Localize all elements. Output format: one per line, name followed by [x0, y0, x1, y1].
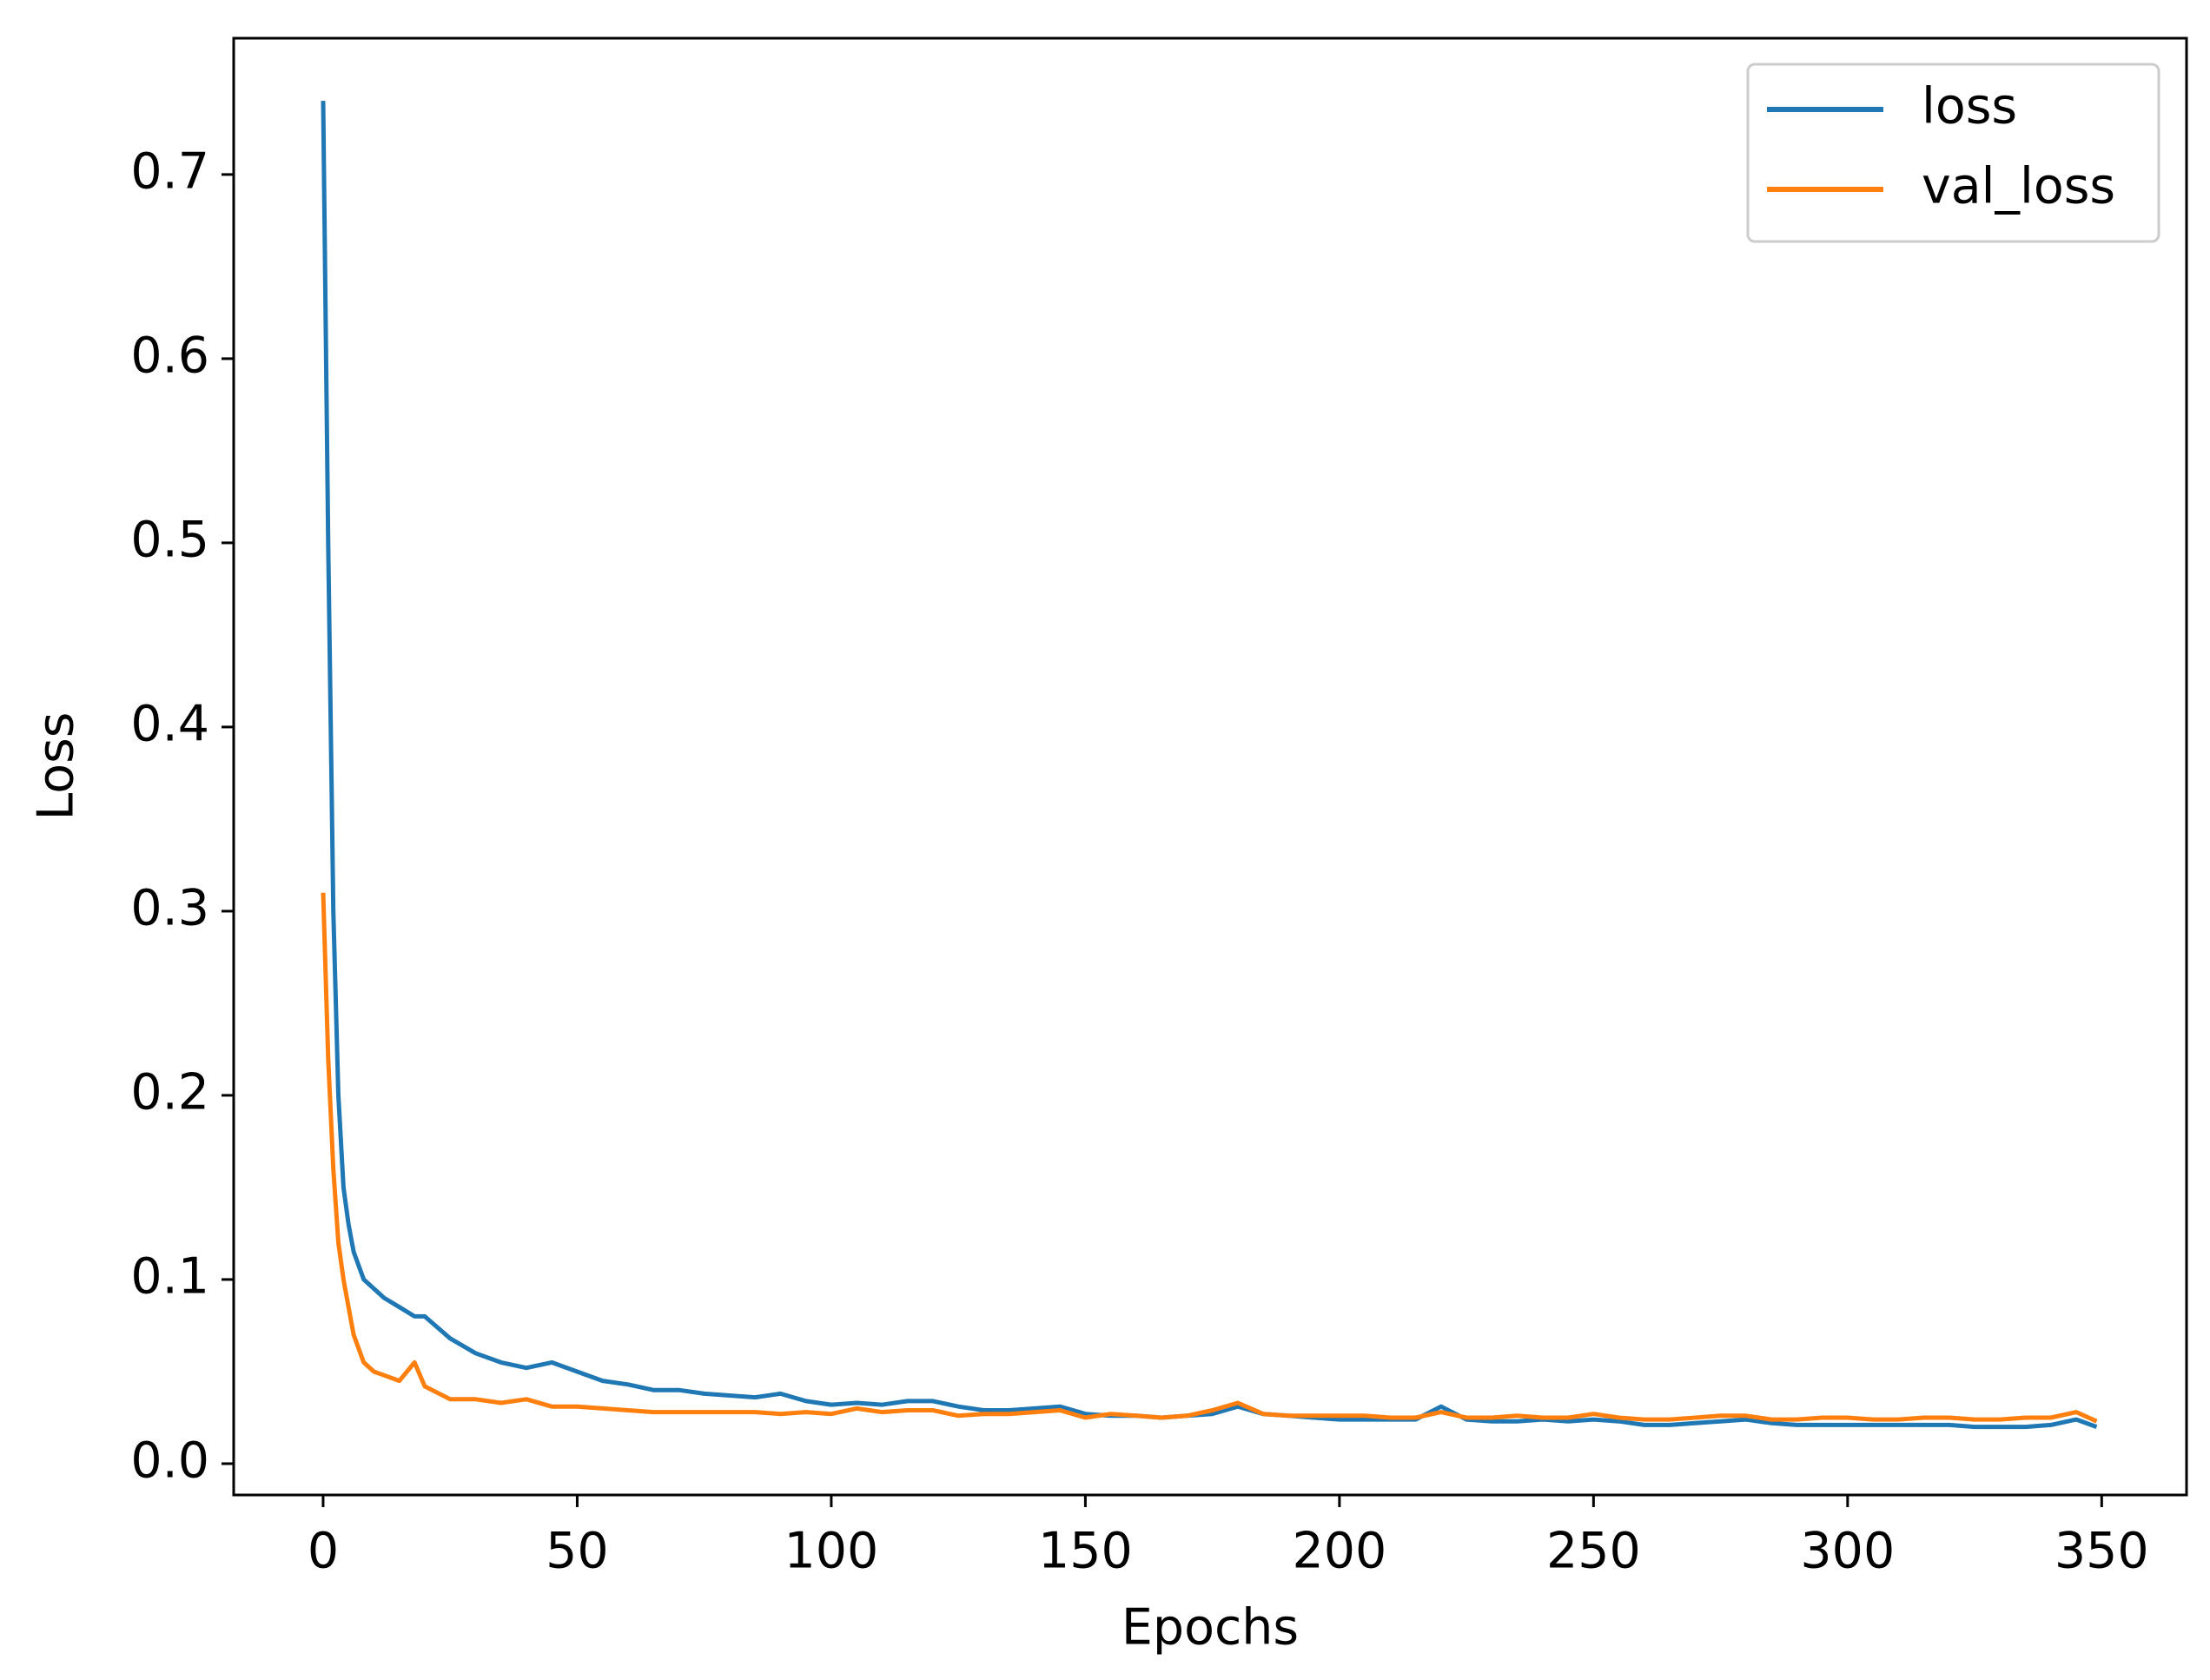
y-tick-label: 0.0 [130, 1432, 209, 1490]
y-tick-label: 0.3 [130, 880, 209, 937]
x-tick-label: 50 [546, 1523, 609, 1580]
y-tick-label: 0.7 [130, 143, 209, 201]
legend-label: loss [1922, 78, 2017, 136]
x-tick-label: 300 [1800, 1523, 1895, 1580]
x-tick-label: 200 [1292, 1523, 1386, 1580]
x-tick-label: 250 [1546, 1523, 1641, 1580]
y-axis-label: Loss [28, 711, 85, 820]
x-tick-label: 0 [308, 1523, 339, 1580]
legend-label: val_loss [1922, 158, 2115, 215]
x-tick-label: 350 [2055, 1523, 2149, 1580]
x-tick-label: 150 [1038, 1523, 1133, 1580]
line [321, 892, 2098, 1424]
x-tick-label: 100 [784, 1523, 879, 1580]
y-tick-label: 0.1 [130, 1248, 209, 1306]
y-tick-label: 0.2 [130, 1064, 209, 1121]
line [321, 101, 2098, 1430]
y-tick-label: 0.5 [130, 512, 209, 569]
plot-frame [232, 36, 2188, 1497]
y-tick-label: 0.6 [130, 327, 209, 385]
y-tick-label: 0.4 [130, 696, 209, 753]
x-axis-label: Epochs [1122, 1599, 1299, 1657]
